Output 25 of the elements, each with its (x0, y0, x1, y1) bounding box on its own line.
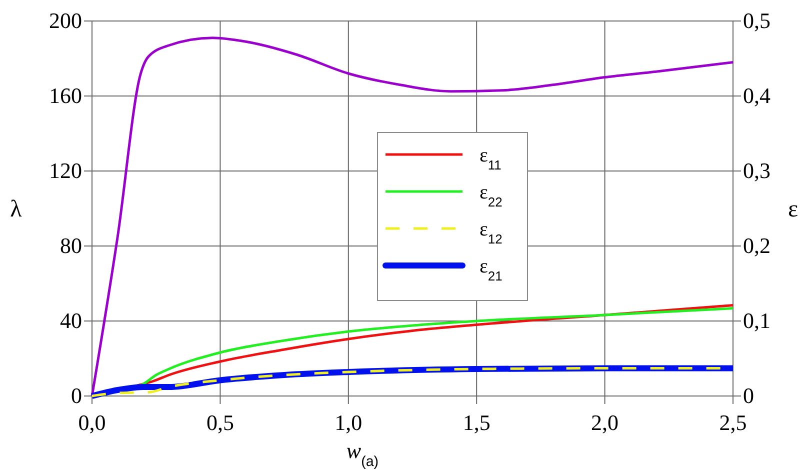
y2-tick-label: 0 (743, 383, 754, 408)
legend-label: ε$_{12}$ (480, 218, 502, 246)
legend-label: ε$_{22}$ (480, 182, 502, 209)
y2-tick-label: 0,4 (743, 83, 770, 108)
y2-axis-title: ε (788, 196, 798, 222)
x-tick-label: 1,0 (334, 410, 362, 435)
x-tick-label: 2,0 (591, 410, 619, 435)
legend-label: ε$_{11}$ (480, 144, 502, 172)
x-axis-title: w$_{(a)}$ (346, 438, 379, 470)
y-tick-label: 80 (60, 233, 82, 258)
y-tick-label: 40 (60, 308, 82, 333)
legend-label: ε$_{21}$ (480, 256, 502, 283)
y-tick-label: 120 (49, 158, 82, 183)
y2-tick-label: 0,2 (743, 233, 770, 258)
y2-tick-label: 0,5 (743, 8, 770, 33)
y-tick-label: 160 (49, 83, 82, 108)
x-tick-label: 1,5 (462, 410, 490, 435)
y2-tick-label: 0,3 (743, 158, 770, 183)
y-axis-title: λ (10, 196, 22, 222)
x-tick-label: 2,5 (719, 410, 747, 435)
y-tick-label: 0 (71, 383, 82, 408)
x-tick-label: 0,0 (78, 410, 106, 435)
y2-tick-label: 0,1 (743, 308, 770, 333)
x-tick-label: 0,5 (206, 410, 234, 435)
y-tick-label: 200 (49, 8, 82, 33)
